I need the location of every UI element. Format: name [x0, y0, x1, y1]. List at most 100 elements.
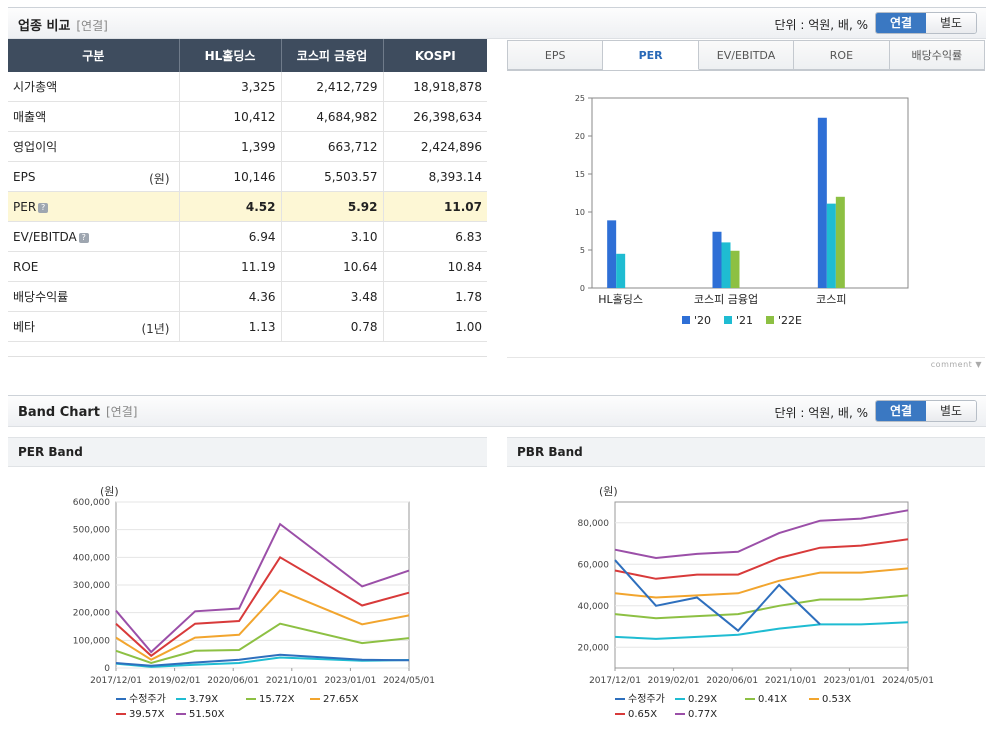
legend-label: 3.79X [189, 694, 218, 705]
x-tick-label: 2017/12/01 [90, 676, 142, 686]
row-label-text: 베타 [13, 320, 36, 334]
x-tick-label: 2023/01/01 [823, 676, 875, 686]
legend-label: 0.77X [688, 709, 717, 720]
y-tick-label: 25 [575, 94, 585, 103]
table-row: 시가총액 3,325 2,412,729 18,918,878 [8, 72, 487, 102]
band-consolidation-toggle: 연결 별도 [875, 400, 977, 422]
comment-toggle-button[interactable]: comment ▼ [930, 360, 982, 369]
legend-label: 0.53X [822, 694, 851, 705]
series-line-1572X [115, 622, 410, 665]
y-tick-label: 40,000 [578, 602, 610, 612]
table-cell: 5.92 [281, 191, 384, 222]
per-band-title: PER Band [18, 445, 83, 459]
tab-roe[interactable]: ROE [794, 40, 890, 70]
legend-label: 수정주가 [628, 693, 665, 705]
table-cell: 3,325 [179, 72, 282, 102]
comparison-consolidation-toggle: 연결 별도 [875, 12, 977, 34]
y-tick-label: 300,000 [73, 581, 110, 591]
band-separate-button[interactable]: 별도 [926, 401, 976, 421]
series-line-077X [614, 509, 909, 560]
pbr-band-chart: (원) 20,000 40,000 60,000 80,000 2017/12/01 201… [578, 485, 934, 720]
x-tick-label: 2020/06/01 [207, 676, 259, 686]
comparison-header: 업종 비교 [연결] 단위 : 억원, 배, % 연결 별도 [8, 7, 986, 39]
row-label: 매출액 [8, 101, 180, 132]
tab-ev-ebitda[interactable]: EV/EBITDA [698, 40, 795, 70]
table-row: EV/EBITDA? 6.94 3.10 6.83 [8, 221, 487, 252]
per-band-chart: (원) 0 100,000 200,000 300,000 400,000 500,000 6… [73, 485, 435, 720]
table-cell: 6.83 [383, 221, 487, 252]
series-line-053X [614, 567, 909, 599]
row-unit: (1년) [141, 322, 170, 336]
band-consolidated-button[interactable]: 연결 [876, 401, 926, 421]
row-label-text: 영업이익 [13, 140, 58, 154]
x-tick-label: 2020/06/01 [706, 676, 758, 686]
header-industry: 코스피 금융업 [281, 39, 384, 72]
table-cell: 11.07 [383, 191, 487, 222]
x-tick-label: 2017/12/01 [589, 676, 641, 686]
row-unit: (원) [149, 172, 170, 186]
bar-20-2 [817, 117, 827, 288]
comparison-table: 구분 HL홀딩스 코스피 금융업 KOSPI 시가총액 3,325 2,412,72… [8, 39, 487, 342]
row-label-text: PER [13, 199, 37, 214]
row-label-text: EPS [13, 169, 36, 184]
y-tick-label: 10 [575, 208, 585, 217]
table-cell: 1.13 [179, 311, 282, 342]
help-icon[interactable]: ? [38, 202, 49, 213]
table-cell: 0.78 [281, 311, 384, 342]
y-tick-label: 200,000 [73, 609, 110, 619]
bar-21-0 [616, 253, 626, 288]
tab-per[interactable]: PER [603, 40, 699, 70]
x-tick-label: 코스피 [816, 293, 846, 306]
legend-swatch [724, 316, 732, 324]
row-label-text: EV/EBITDA [13, 229, 77, 244]
table-cell: 1,399 [179, 131, 282, 162]
bar-22E-1 [730, 250, 740, 288]
y-tick-label: 500,000 [73, 526, 110, 536]
table-cell: 10.84 [383, 251, 487, 282]
row-label: EV/EBITDA? [8, 221, 180, 252]
y-tick-label: 80,000 [578, 519, 610, 529]
y-tick-label: 20,000 [578, 643, 610, 653]
bar-20-1 [712, 231, 722, 288]
table-cell: 18,918,878 [383, 72, 487, 102]
series-line- [614, 559, 821, 633]
row-label: PER? [8, 191, 180, 222]
table-row: PER? 4.52 5.92 11.07 [8, 191, 487, 222]
table-cell: 5,503.57 [281, 161, 384, 192]
tab-dividend-yield[interactable]: 배당수익률 [889, 40, 986, 70]
bar-21-1 [721, 242, 731, 288]
table-header-row: 구분 HL홀딩스 코스피 금융업 KOSPI [8, 39, 487, 72]
series-line-3957X [115, 555, 410, 658]
table-cell: 3.10 [281, 221, 384, 252]
table-cell: 10,146 [179, 161, 282, 192]
row-label-text: 배당수익률 [13, 290, 69, 304]
legend-label: 39.57X [129, 709, 165, 720]
legend-label: 수정주가 [129, 693, 166, 705]
row-label-text: ROE [13, 259, 39, 274]
pbr-band-title-bar: PBR Band [507, 437, 985, 467]
x-tick-label: 2024/05/01 [383, 676, 435, 686]
plot-area [614, 501, 909, 669]
series-line-5150X [115, 522, 410, 654]
y-axis-unit-label: (원) [599, 485, 618, 498]
per-band-title-bar: PER Band [8, 437, 487, 467]
comparison-unit: 단위 : 억원, 배, % [774, 18, 868, 32]
separate-button[interactable]: 별도 [926, 13, 976, 33]
x-tick-label: HL홀딩스 [598, 293, 643, 306]
table-row: ROE 11.19 10.64 10.84 [8, 251, 487, 282]
plot-area [591, 97, 909, 289]
table-row: 베타 (1년) 1.13 0.78 1.00 [8, 311, 487, 342]
legend-label: '21 [736, 314, 753, 327]
table-cell: 26,398,634 [383, 101, 487, 132]
table-row: 배당수익률 4.36 3.48 1.78 [8, 281, 487, 312]
y-tick-label: 5 [580, 246, 585, 255]
table-cell: 10.64 [281, 251, 384, 282]
comparison-table-body: 시가총액 3,325 2,412,729 18,918,878 매출액 10,412 4,6… [8, 72, 487, 342]
tab-eps[interactable]: EPS [507, 40, 604, 70]
help-icon[interactable]: ? [78, 232, 89, 243]
y-tick-label: 20 [575, 132, 585, 141]
band-chart-subtitle: [연결] [105, 405, 138, 419]
series-line-2765X [115, 589, 410, 661]
table-row: EPS (원) 10,146 5,503.57 8,393.14 [8, 161, 487, 192]
consolidated-button[interactable]: 연결 [876, 13, 926, 33]
